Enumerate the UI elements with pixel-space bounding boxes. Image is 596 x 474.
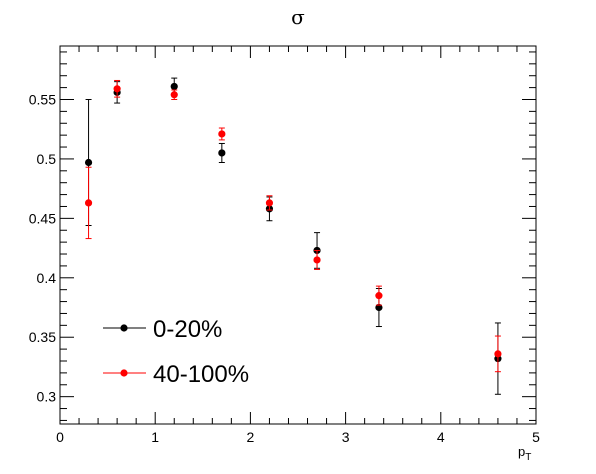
data-point bbox=[265, 199, 274, 207]
x-tick-label: 0 bbox=[56, 429, 64, 445]
x-tick-label: 4 bbox=[437, 429, 445, 445]
y-tick-label: 0.35 bbox=[29, 329, 56, 345]
y-tick-label: 0.55 bbox=[29, 91, 56, 107]
legend-label: 0-20% bbox=[153, 316, 222, 343]
x-tick-label: 1 bbox=[151, 429, 159, 445]
y-axis: 0.3 0.35 0.4 0.45 0.5 0.55 bbox=[29, 51, 536, 421]
data-point bbox=[170, 82, 178, 91]
x-axis-label-main: p bbox=[518, 444, 525, 459]
data-point bbox=[313, 256, 321, 264]
x-tick-label: 5 bbox=[532, 429, 540, 445]
legend-marker bbox=[120, 324, 128, 332]
plot-frame bbox=[59, 45, 537, 425]
series-peripheral bbox=[84, 79, 502, 373]
series-layer bbox=[84, 77, 502, 395]
y-tick-label: 0.4 bbox=[37, 270, 57, 286]
data-point bbox=[113, 85, 121, 93]
data-point bbox=[494, 350, 502, 358]
legend-label: 40-100% bbox=[153, 361, 249, 388]
data-point bbox=[375, 303, 383, 312]
series-central bbox=[84, 77, 502, 395]
x-axis: 0 1 2 3 4 5 bbox=[56, 46, 540, 445]
x-axis-label-subscript: T bbox=[525, 452, 531, 463]
data-point bbox=[218, 130, 226, 138]
legend: 0-20% 40-100% bbox=[103, 316, 249, 388]
y-tick-label: 0.45 bbox=[29, 210, 56, 226]
data-point bbox=[84, 199, 93, 207]
chart-title: σ bbox=[291, 5, 305, 29]
data-point bbox=[375, 292, 383, 300]
x-tick-label: 3 bbox=[342, 429, 350, 445]
data-point bbox=[170, 91, 178, 99]
legend-marker bbox=[120, 369, 128, 377]
y-tick-label: 0.3 bbox=[37, 389, 57, 405]
x-tick-label: 2 bbox=[247, 429, 255, 445]
y-tick-label: 0.5 bbox=[37, 151, 57, 167]
data-point bbox=[84, 158, 93, 167]
x-axis-label: pT bbox=[518, 444, 531, 463]
data-point bbox=[218, 149, 226, 157]
